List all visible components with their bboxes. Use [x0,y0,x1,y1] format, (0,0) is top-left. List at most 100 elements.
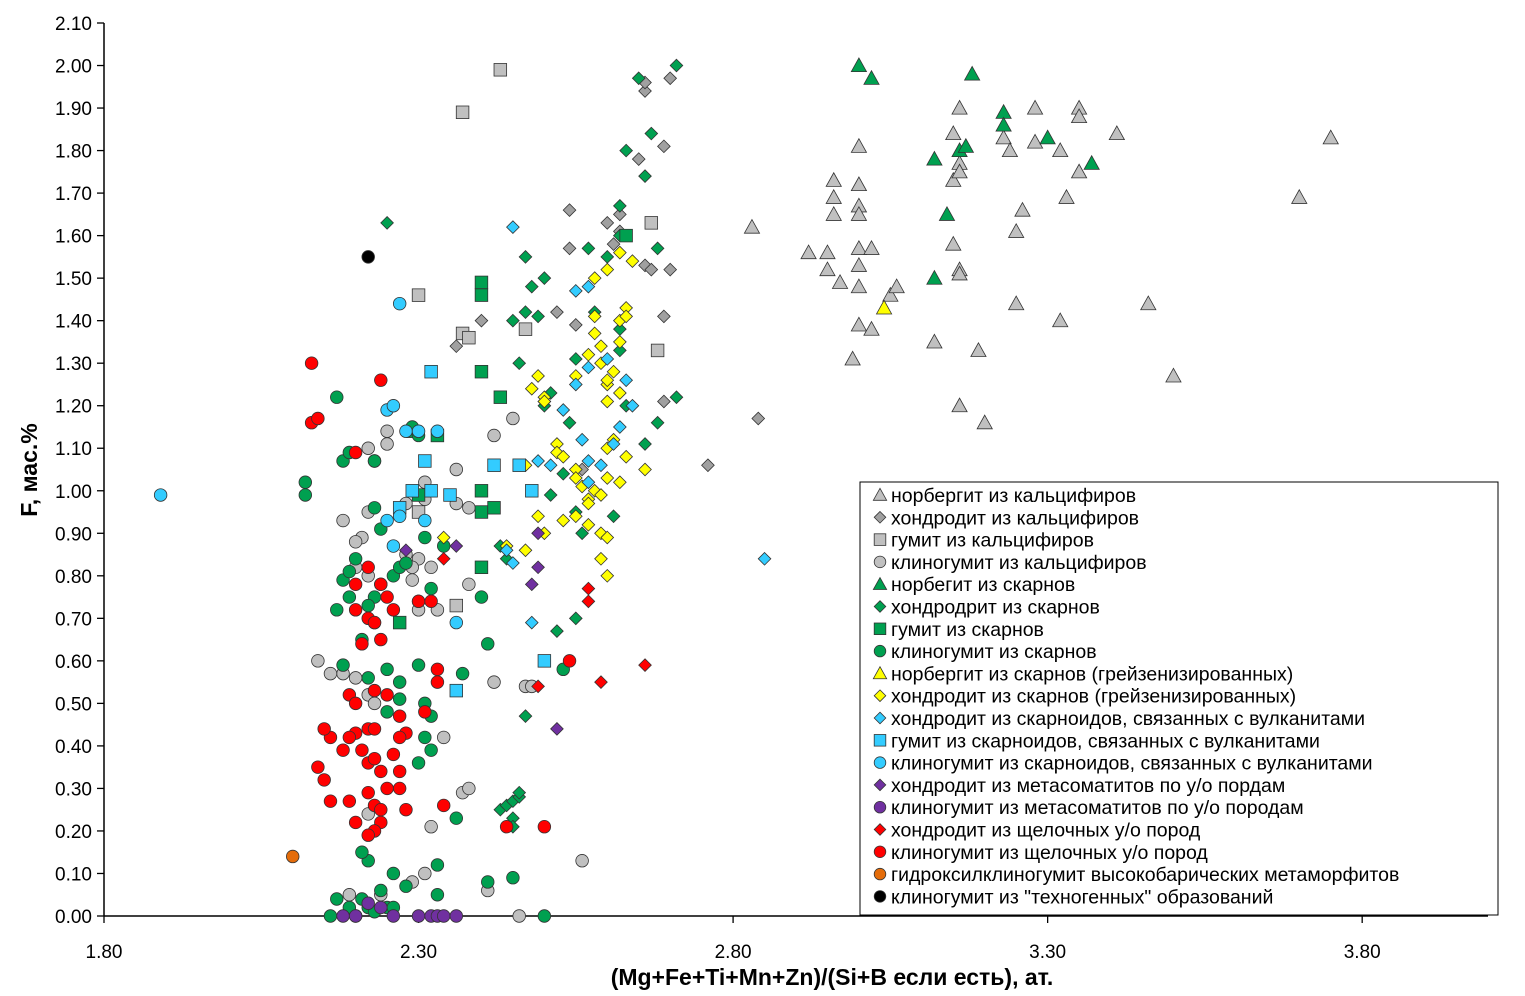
data-point [367,615,382,630]
data-point [449,615,463,630]
y-tick-label: 0.70 [55,609,92,630]
data-point [399,543,413,558]
legend-label: клиногумит из метасоматитов по у/о пород… [891,797,1304,819]
data-point [581,475,596,490]
data-point [537,820,552,834]
data-point [600,394,615,409]
data-point [669,390,684,405]
data-point [1039,129,1056,145]
legend-label: гумит из скарноидов, связанных с вулкани… [891,730,1320,752]
data-point [1070,108,1088,124]
x-axis-title: (Mg+Fe+Ti+Mn+Zn)/(Si+B если есть), ат. [611,964,1054,990]
data-point [945,235,962,251]
data-point [348,552,363,566]
data-point [600,352,615,366]
data-point [638,462,652,477]
data-point [556,513,571,528]
data-point [650,241,665,256]
legend-marker [873,644,887,658]
data-point [342,564,357,579]
data-point [850,137,868,153]
data-point [424,560,438,575]
data-point [474,313,489,328]
data-point [612,386,627,400]
y-tick-label: 1.60 [55,227,92,248]
legend-marker [873,600,887,613]
data-point [462,577,476,592]
data-point [638,437,652,451]
data-point [537,271,552,286]
data-point [348,671,363,685]
legend-label: клиногумит из скарнов [891,641,1097,663]
data-point [606,509,621,524]
data-point [638,84,652,98]
data-point [430,675,445,689]
data-point [380,215,394,230]
data-point [437,909,451,923]
data-point [311,654,325,668]
data-point [825,205,843,221]
data-point [367,751,382,766]
data-point [594,488,608,502]
y-tick-label: 1.00 [55,482,92,503]
y-tick-label: 1.30 [55,354,92,375]
data-point [449,683,463,698]
data-point [888,278,905,294]
data-point [449,598,463,613]
y-tick-label: 0.90 [55,524,92,545]
data-point [587,483,602,498]
data-point [405,484,419,498]
data-point [336,909,350,923]
data-point [474,505,489,519]
data-point [474,484,489,498]
data-point [411,909,426,923]
data-point [411,424,426,438]
data-point [850,239,868,255]
data-point [957,137,975,153]
data-point [537,909,552,923]
data-point [336,743,350,757]
data-point [606,364,621,379]
data-point [581,594,596,609]
data-point [995,116,1012,132]
data-point [1083,154,1100,170]
x-tick-label: 3.80 [1344,942,1381,963]
data-point [951,99,968,115]
data-point [311,411,325,426]
data-point [311,760,325,774]
legend-label: клиногумит из "техногенных" образований [891,886,1273,908]
data-point [606,237,621,251]
data-point [361,828,375,842]
data-point [1058,188,1075,204]
data-point [581,454,596,468]
data-point [550,305,564,320]
legend-label: гумит из кальцифиров [891,530,1094,552]
data-point [392,675,407,689]
data-point [600,373,615,388]
data-point [411,658,426,672]
data-point [380,688,394,702]
legend-marker [873,845,887,859]
data-point [537,394,552,409]
y-tick-label: 2.10 [55,14,92,35]
data-point [525,484,539,498]
data-point [392,692,407,706]
data-point [499,820,514,834]
data-point [449,462,463,477]
data-point [976,414,993,430]
legend-label: клиногумит из кальцифиров [891,552,1147,574]
data-point [882,286,899,302]
x-tick-label: 2.80 [715,942,752,963]
data-point [657,309,671,324]
legend-marker [873,689,887,703]
data-point [600,568,615,583]
data-point [399,556,413,570]
data-point [418,705,432,719]
data-point [638,169,652,183]
data-point [751,411,766,426]
data-point [361,250,375,264]
data-point [506,313,520,328]
data-point [945,171,962,187]
data-point [612,475,627,490]
